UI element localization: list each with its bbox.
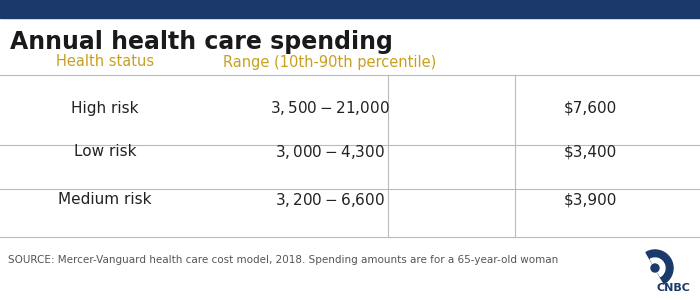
Text: High risk: High risk	[71, 100, 139, 116]
Text: $3,900: $3,900	[564, 193, 617, 208]
Wedge shape	[650, 258, 655, 268]
Text: $3,400: $3,400	[564, 145, 617, 160]
Circle shape	[651, 264, 659, 272]
Text: Health status: Health status	[56, 55, 154, 70]
Wedge shape	[646, 250, 655, 268]
Text: SOURCE: Mercer-Vanguard health care cost model, 2018. Spending amounts are for a: SOURCE: Mercer-Vanguard health care cost…	[8, 255, 559, 265]
Text: Medium risk: Medium risk	[58, 193, 152, 208]
Text: $3,500-$21,000: $3,500-$21,000	[270, 99, 390, 117]
Wedge shape	[655, 263, 665, 268]
Text: CNBC: CNBC	[656, 283, 690, 293]
Text: $3,200-$6,600: $3,200-$6,600	[275, 191, 385, 209]
Text: Annual health care spending: Annual health care spending	[10, 30, 393, 54]
Wedge shape	[655, 250, 664, 268]
Wedge shape	[655, 268, 673, 277]
Wedge shape	[655, 268, 665, 273]
Wedge shape	[655, 268, 664, 277]
Text: $7,600: $7,600	[564, 100, 617, 116]
Wedge shape	[655, 258, 659, 268]
Wedge shape	[655, 252, 671, 268]
Text: Range (10th-90th percentile): Range (10th-90th percentile)	[223, 55, 437, 70]
Wedge shape	[655, 260, 664, 268]
Text: Low risk: Low risk	[74, 145, 136, 160]
Wedge shape	[655, 259, 673, 268]
Bar	[0, 0, 700, 18]
Text: $3,000-$4,300: $3,000-$4,300	[275, 143, 385, 161]
Wedge shape	[655, 268, 671, 283]
